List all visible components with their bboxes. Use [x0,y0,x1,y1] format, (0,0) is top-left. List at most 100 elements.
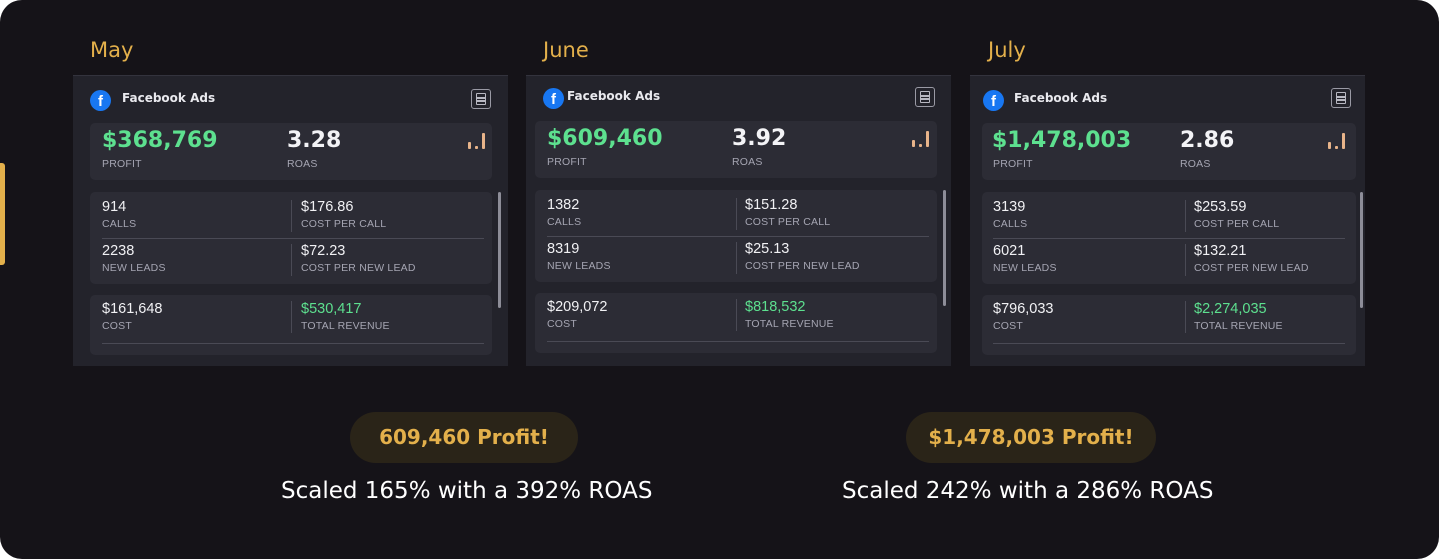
cost-per-new-lead-value: $72.23 [301,243,346,259]
cost-value: $796,033 [993,301,1054,317]
facebook-ads-card-may: f Facebook Ads $368,769 PROFIT 3.28 ROAS… [73,75,508,366]
scrollbar[interactable] [943,190,946,306]
divider [291,200,292,232]
scrollbar[interactable] [498,192,501,308]
divider [102,238,484,239]
total-revenue-label: TOTAL REVENUE [745,318,834,330]
calls-label: CALLS [993,218,1028,230]
divider [1185,244,1186,276]
month-label-may: May [90,38,134,62]
divider [736,198,737,230]
total-revenue-label: TOTAL REVENUE [1194,320,1283,332]
card-title: Facebook Ads [1014,91,1108,105]
cost-per-call-label: COST PER CALL [1194,218,1280,230]
new-leads-value: 8319 [547,241,580,257]
accent-bar [0,163,5,265]
card-header: f Facebook Ads [526,76,951,122]
total-revenue-value: $2,274,035 [1194,301,1267,317]
cost-per-call-value: $151.28 [745,197,798,213]
new-leads-value: 6021 [993,243,1026,259]
calls-leads-panel: 3139 CALLS $253.59 COST PER CALL 6021 NE… [982,192,1356,284]
facebook-ads-card-june: f Facebook Ads $609,460 PROFIT 3.92 ROAS… [526,75,951,366]
divider [547,236,929,237]
cost-revenue-panel: $161,648 COST $530,417 TOTAL REVENUE [90,295,492,355]
cost-per-new-lead-label: COST PER NEW LEAD [1194,262,1309,274]
scrollbar[interactable] [1360,192,1363,308]
cost-label: COST [102,320,132,332]
calls-leads-panel: 914 CALLS $176.86 COST PER CALL 2238 NEW… [90,192,492,284]
cost-per-new-lead-value: $132.21 [1194,243,1247,259]
report-icon[interactable] [471,89,491,109]
bar-chart-icon[interactable] [912,131,930,147]
calls-value: 3139 [993,199,1026,215]
divider [993,343,1345,344]
divider [102,343,484,344]
card-title: Facebook Ads [122,91,216,105]
roas-label: ROAS [1180,158,1211,170]
calls-label: CALLS [547,216,582,228]
divider [736,299,737,331]
divider [1185,200,1186,232]
profit-label: PROFIT [102,158,142,170]
divider [1185,301,1186,333]
calls-leads-panel: 1382 CALLS $151.28 COST PER CALL 8319 NE… [535,190,937,282]
calls-value: 914 [102,199,127,215]
divider [291,301,292,333]
profit-value: $1,478,003 [992,128,1132,153]
roas-label: ROAS [732,156,763,168]
total-revenue-label: TOTAL REVENUE [301,320,390,332]
bar-chart-icon[interactable] [468,133,486,149]
report-icon[interactable] [1331,88,1351,108]
profit-value: $609,460 [547,126,663,151]
facebook-icon: f [90,90,111,111]
cost-per-call-label: COST PER CALL [301,218,387,230]
roas-value: 3.92 [732,126,787,151]
card-header: f Facebook Ads [73,76,508,122]
summary-panel: $368,769 PROFIT 3.28 ROAS [90,123,492,180]
bar-chart-icon[interactable] [1328,133,1346,149]
summary-panel: $609,460 PROFIT 3.92 ROAS [535,121,937,178]
calls-label: CALLS [102,218,137,230]
cost-per-new-lead-value: $25.13 [745,241,790,257]
cost-revenue-panel: $796,033 COST $2,274,035 TOTAL REVENUE [982,295,1356,355]
month-label-july: July [988,38,1026,62]
total-revenue-value: $818,532 [745,299,806,315]
new-leads-value: 2238 [102,243,135,259]
new-leads-label: NEW LEADS [102,262,166,274]
divider [736,242,737,274]
scaling-caption-june: Scaled 165% with a 392% ROAS [281,478,653,504]
facebook-icon: f [983,90,1004,111]
divider [547,341,929,342]
cost-label: COST [547,318,577,330]
profit-badge-july: $1,478,003 Profit! [906,412,1156,463]
divider [993,238,1345,239]
divider [291,244,292,276]
month-label-june: June [543,38,589,62]
scaling-caption-july: Scaled 242% with a 286% ROAS [842,478,1214,504]
cost-value: $161,648 [102,301,163,317]
roas-label: ROAS [287,158,318,170]
new-leads-label: NEW LEADS [993,262,1057,274]
cost-per-new-lead-label: COST PER NEW LEAD [301,262,416,274]
card-title: Facebook Ads [567,89,661,103]
cost-per-call-label: COST PER CALL [745,216,831,228]
roas-value: 3.28 [287,128,342,153]
total-revenue-value: $530,417 [301,301,362,317]
profit-label: PROFIT [547,156,587,168]
facebook-ads-card-july: f Facebook Ads $1,478,003 PROFIT 2.86 RO… [970,75,1365,366]
facebook-icon: f [543,88,564,109]
card-header: f Facebook Ads [970,76,1365,122]
calls-value: 1382 [547,197,580,213]
profit-label: PROFIT [993,158,1033,170]
cost-per-new-lead-label: COST PER NEW LEAD [745,260,860,272]
profit-value: $368,769 [102,128,218,153]
cost-label: COST [993,320,1023,332]
profit-badge-june: 609,460 Profit! [350,412,578,463]
roas-value: 2.86 [1180,128,1235,153]
cost-per-call-value: $253.59 [1194,199,1247,215]
cost-per-call-value: $176.86 [301,199,354,215]
report-icon[interactable] [915,87,935,107]
cost-revenue-panel: $209,072 COST $818,532 TOTAL REVENUE [535,293,937,353]
new-leads-label: NEW LEADS [547,260,611,272]
